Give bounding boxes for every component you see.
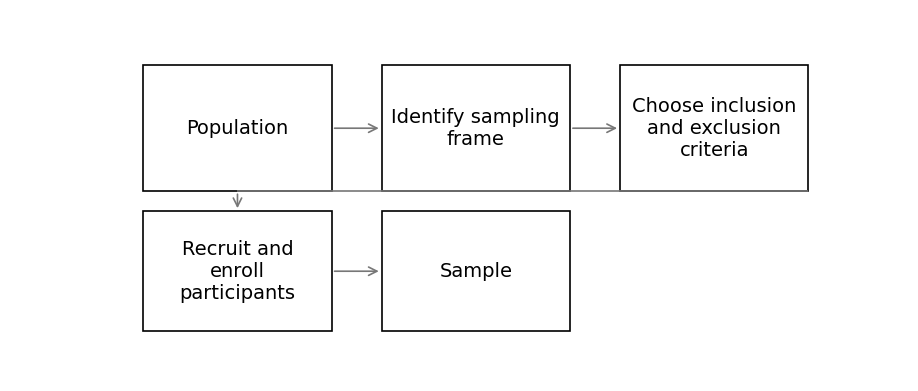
Bar [620,65,809,192]
Text: Identify sampling
frame: Identify sampling frame [391,108,560,149]
Bar [382,65,570,192]
Bar [143,211,331,332]
Text: Choose inclusion
and exclusion
criteria: Choose inclusion and exclusion criteria [632,97,796,160]
Bar [143,65,331,192]
Bar [382,211,570,332]
Text: Sample: Sample [440,262,512,281]
Text: Recruit and
enroll
participants: Recruit and enroll participants [180,240,296,303]
Text: Population: Population [186,119,288,138]
